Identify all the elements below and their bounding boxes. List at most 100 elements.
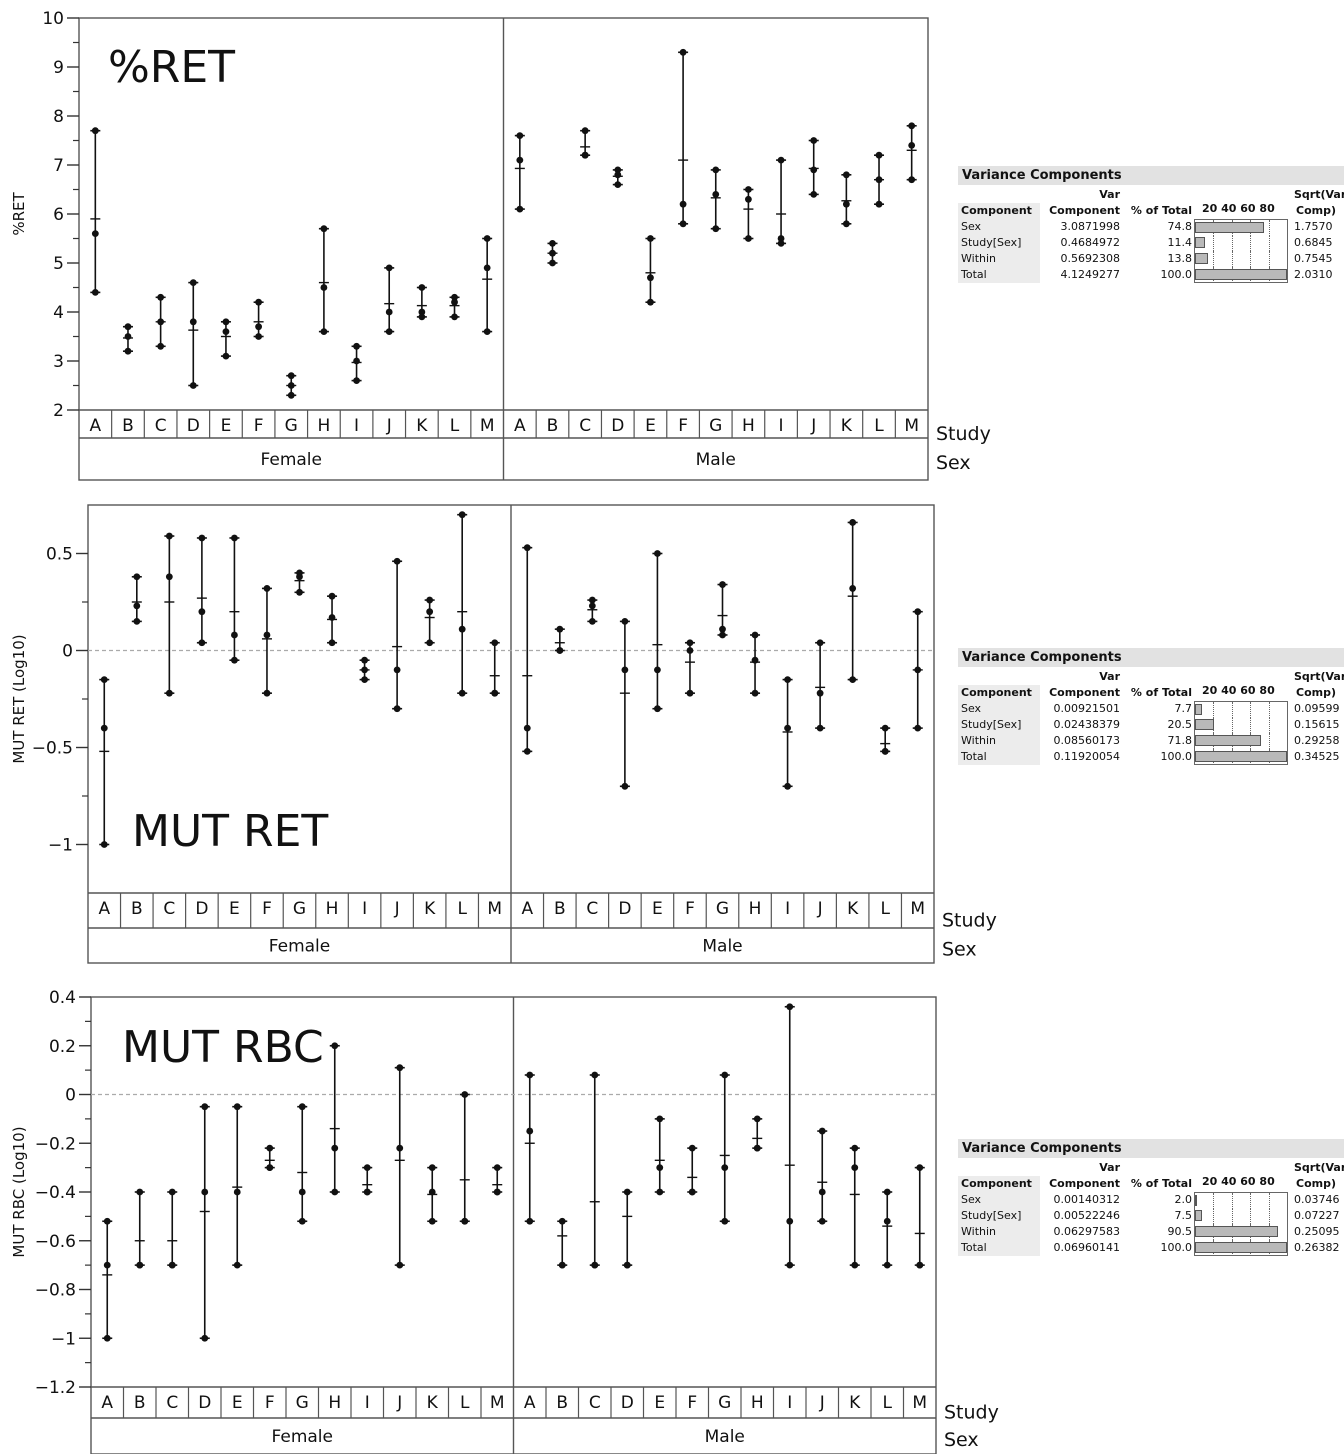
bar-fill <box>1195 719 1214 730</box>
variance-table-title: Variance Components <box>958 166 1344 185</box>
study-label: I <box>779 416 784 436</box>
bar-gridline <box>1213 1193 1215 1209</box>
row-sqrt-var-comp: 2.0310 <box>1294 268 1333 281</box>
data-point <box>231 631 238 639</box>
data-point <box>751 689 759 697</box>
study-label: I <box>354 416 359 436</box>
header-scale: 20 40 60 80 <box>1202 202 1275 215</box>
variance-table-title: Variance Components <box>958 648 1344 667</box>
y-tick-label: 8 <box>53 107 64 127</box>
study-label: L <box>883 1393 893 1413</box>
data-point <box>656 1164 664 1172</box>
study-label: F <box>685 899 695 919</box>
data-point <box>614 181 622 189</box>
data-point <box>451 298 458 306</box>
variance-row: Within 0.08560173 71.8 0.29258 <box>958 733 1344 749</box>
header-pct: % of Total <box>1130 686 1192 699</box>
row-var-component: 0.5692308 <box>1060 252 1121 265</box>
bar-gridline <box>1268 251 1270 267</box>
row-var-component: 0.08560173 <box>1053 734 1120 747</box>
study-label: B <box>131 899 143 919</box>
data-point <box>168 1261 176 1269</box>
header-var-line2: Component <box>1049 1177 1120 1190</box>
study-label: H <box>328 1393 341 1413</box>
data-point <box>385 328 393 335</box>
data-point <box>91 289 99 296</box>
data-point <box>745 195 752 203</box>
data-point <box>133 618 141 625</box>
data-point <box>361 676 368 683</box>
bar-gridline <box>1231 251 1233 267</box>
y-tick-label: −0.4 <box>35 1183 76 1203</box>
chart-title: MUT RBC <box>122 1022 324 1073</box>
chart-3: −1.2 −1 −0.8 −0.6 −0.4 −0.2 0 0.2 0.4 MUT RBC (Lo… <box>10 988 999 1454</box>
data-point <box>222 318 230 326</box>
data-point <box>201 1188 209 1196</box>
data-point <box>591 1071 599 1079</box>
data-point <box>165 573 173 581</box>
sex-label: Female <box>272 1427 333 1447</box>
bar-gridline <box>1250 1193 1252 1209</box>
data-point <box>491 639 499 647</box>
study-label: G <box>285 416 298 436</box>
data-point <box>287 391 295 399</box>
header-scale: 20 40 60 80 <box>1202 1175 1275 1188</box>
header-sqrt-line1: Sqrt(Var <box>1294 670 1344 683</box>
data-point <box>233 1103 241 1111</box>
row-sqrt-var-comp: 0.15615 <box>1294 718 1340 731</box>
data-point <box>816 639 824 647</box>
study-label: E <box>221 416 232 436</box>
data-point <box>266 1144 274 1152</box>
row-var-component: 0.06960141 <box>1053 1241 1120 1254</box>
row-pct-bar <box>1194 1240 1288 1256</box>
study-label: A <box>101 1393 113 1413</box>
data-point <box>842 171 850 179</box>
bar-gridline <box>1213 717 1215 733</box>
data-point <box>263 689 271 697</box>
bar-gridline <box>1268 717 1270 733</box>
data-point <box>916 1164 924 1172</box>
data-point <box>656 1115 664 1123</box>
row-component: Sex <box>958 701 1040 717</box>
data-point <box>361 656 368 664</box>
bar-gridline <box>1231 717 1233 733</box>
header-var-line2: Component <box>1049 686 1120 699</box>
data-point <box>712 225 720 233</box>
study-axis-label: Study <box>942 910 997 932</box>
row-component: Within <box>958 733 1040 749</box>
data-point <box>784 782 791 790</box>
study-label: J <box>396 1393 402 1413</box>
study-label: M <box>904 416 919 436</box>
data-point <box>491 689 499 697</box>
data-point <box>353 357 360 365</box>
study-label: B <box>556 1393 568 1413</box>
y-tick-label: −1 <box>48 836 73 856</box>
row-var-component: 0.11920054 <box>1053 750 1120 763</box>
data-point <box>686 639 694 647</box>
bar-gridline <box>1213 702 1215 718</box>
data-point <box>851 1261 859 1269</box>
data-point <box>189 318 197 326</box>
data-point <box>426 608 434 616</box>
data-point <box>328 592 336 600</box>
study-label: C <box>586 899 598 919</box>
study-label: I <box>787 1393 792 1413</box>
data-point <box>623 1261 631 1269</box>
data-point <box>328 639 336 647</box>
data-point <box>385 264 393 272</box>
data-point <box>124 323 132 331</box>
data-point <box>881 724 889 732</box>
sex-label: Female <box>261 450 322 470</box>
row-component: Sex <box>958 1192 1040 1208</box>
data-point <box>493 1164 501 1172</box>
row-var-component: 0.00140312 <box>1053 1193 1120 1206</box>
row-pct-of-total: 7.5 <box>1174 1209 1193 1222</box>
data-point <box>786 1261 794 1269</box>
data-point <box>165 689 173 697</box>
variance-row: Total 0.11920054 100.0 0.34525 <box>958 749 1344 765</box>
bar-fill <box>1195 222 1264 233</box>
variance-row: Within 0.5692308 13.8 0.7545 <box>958 251 1344 267</box>
data-point <box>647 235 654 242</box>
row-pct-of-total: 2.0 <box>1174 1193 1193 1206</box>
data-point <box>654 705 661 713</box>
